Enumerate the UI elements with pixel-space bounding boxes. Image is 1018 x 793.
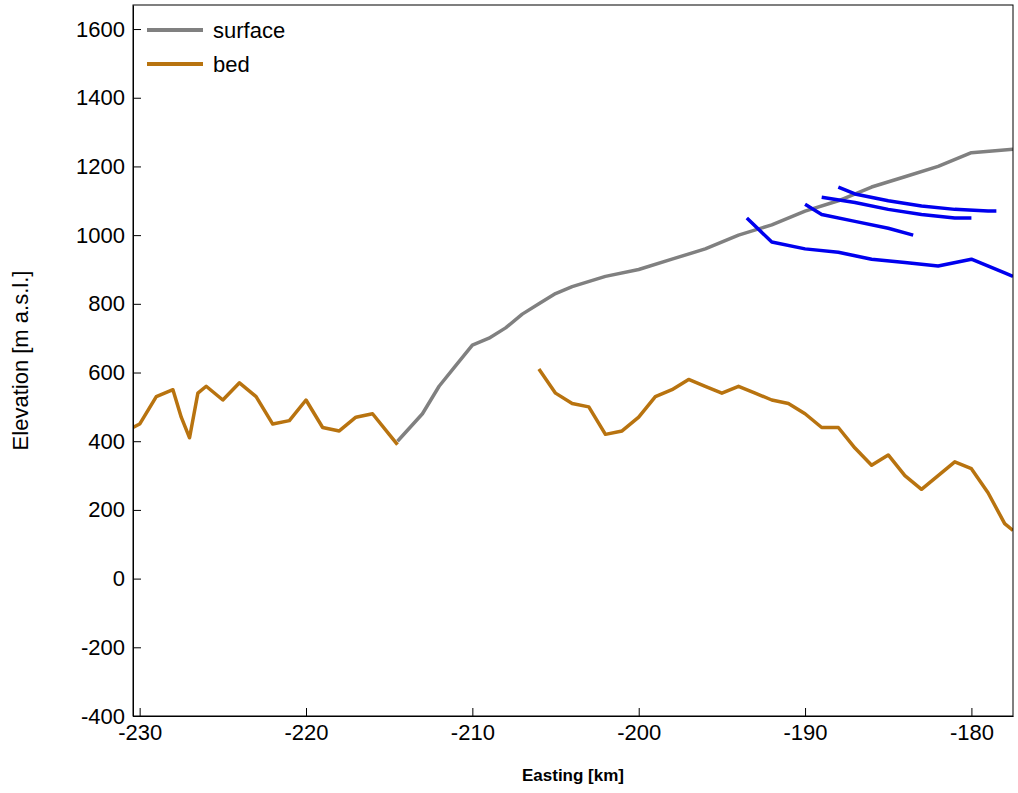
x-tick-label: -220 — [284, 720, 328, 745]
y-tick: 400 — [88, 429, 141, 454]
x-tick-mark — [472, 708, 473, 716]
y-tick-label: 1000 — [76, 223, 125, 248]
y-tick-label: 600 — [88, 360, 125, 385]
x-axis-title: Easting [km] — [522, 766, 624, 785]
y-tick-label: 400 — [88, 429, 125, 454]
y-tick: -200 — [81, 635, 141, 660]
y-tick-mark — [133, 647, 141, 648]
y-tick-label: -400 — [81, 704, 125, 729]
y-tick-label: 1200 — [76, 154, 125, 179]
marks — [133, 149, 1013, 530]
y-tick-mark — [133, 98, 141, 99]
legend-label: bed — [213, 52, 250, 77]
legend-swatch — [147, 62, 203, 66]
y-tick-label: 800 — [88, 291, 125, 316]
legend: surface bed — [147, 18, 285, 77]
y-tick-mark — [133, 579, 141, 580]
legend-swatch — [147, 28, 203, 32]
x-tick-mark — [805, 708, 806, 716]
series-line — [822, 197, 972, 218]
x-axis: -230-220-210-200-190-180 — [118, 708, 1013, 745]
x-tick: -220 — [284, 708, 328, 745]
y-tick: 1400 — [76, 85, 141, 110]
y-tick-mark — [133, 510, 141, 511]
x-tick-mark — [140, 708, 141, 716]
series-line — [747, 218, 1013, 276]
y-tick: 800 — [88, 291, 141, 316]
x-tick-mark — [306, 708, 307, 716]
x-tick-label: -200 — [617, 720, 661, 745]
y-axis-title: Elevation [m a.s.l.] — [8, 271, 33, 451]
x-tick: -180 — [950, 708, 994, 745]
y-tick-mark — [133, 166, 141, 167]
plot: -230-220-210-200-190-180-400-20002004006… — [76, 5, 1013, 745]
y-tick: 200 — [88, 497, 141, 522]
y-tick-label: 1600 — [76, 17, 125, 42]
y-tick-mark — [133, 441, 141, 442]
x-axis-line — [134, 716, 1014, 717]
series-line — [133, 369, 1013, 530]
series-line — [397, 149, 1013, 441]
y-tick: -400 — [81, 704, 141, 729]
y-tick: 600 — [88, 360, 141, 385]
y-tick-mark — [133, 235, 141, 236]
y-tick: 1000 — [76, 223, 141, 248]
y-tick: 1200 — [76, 154, 141, 179]
y-tick-label: 0 — [113, 566, 125, 591]
y-tick-label: 200 — [88, 497, 125, 522]
y-tick-mark — [133, 373, 141, 374]
chart: -230-220-210-200-190-180-400-20002004006… — [0, 0, 1018, 793]
series-line — [838, 187, 996, 211]
x-tick-mark — [971, 708, 972, 716]
x-tick-label: -180 — [950, 720, 994, 745]
x-tick: -210 — [451, 708, 495, 745]
y-tick-label: 1400 — [76, 85, 125, 110]
y-axis: -400 -200 0 200 400 600 800 1000 1200 1400 1600 — [76, 6, 141, 729]
plot-frame — [133, 5, 1013, 716]
x-tick-label: -210 — [451, 720, 495, 745]
y-tick-mark — [133, 304, 141, 305]
y-tick-label: -200 — [81, 635, 125, 660]
legend-label: surface — [213, 18, 285, 43]
y-tick: 0 — [113, 566, 141, 591]
y-tick-mark — [133, 29, 141, 30]
x-tick-mark — [639, 708, 640, 716]
x-tick: -200 — [617, 708, 661, 745]
x-tick: -190 — [784, 708, 828, 745]
x-tick-label: -190 — [784, 720, 828, 745]
y-tick: 1600 — [76, 17, 141, 42]
series-line — [805, 204, 913, 235]
y-tick-mark — [133, 716, 141, 717]
y-axis-line — [133, 6, 134, 717]
